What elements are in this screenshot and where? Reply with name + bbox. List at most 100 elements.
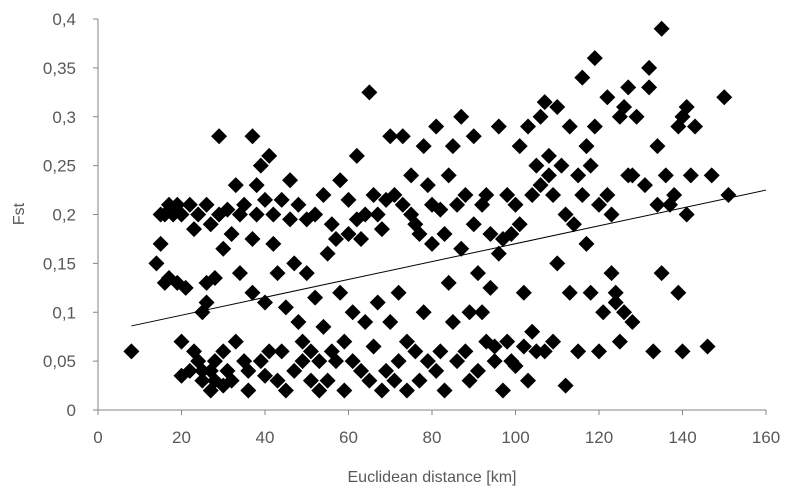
data-point	[520, 118, 537, 135]
x-tick-label: 100	[501, 428, 529, 447]
data-point	[365, 186, 382, 203]
data-point	[449, 353, 466, 370]
data-point	[440, 274, 457, 291]
data-point	[457, 186, 474, 203]
data-point	[720, 186, 737, 203]
data-point	[123, 343, 140, 360]
data-point	[277, 299, 294, 316]
data-point	[440, 167, 457, 184]
data-point	[327, 353, 344, 370]
data-point	[528, 157, 545, 174]
data-point	[524, 323, 541, 340]
data-point	[465, 128, 482, 145]
data-point	[282, 211, 299, 228]
data-point	[378, 362, 395, 379]
data-point	[398, 382, 415, 399]
data-point	[198, 294, 215, 311]
data-point	[298, 265, 315, 282]
data-point	[490, 118, 507, 135]
data-point	[315, 186, 332, 203]
data-point	[670, 284, 687, 301]
data-point	[269, 265, 286, 282]
data-point	[202, 216, 219, 233]
data-point	[453, 108, 470, 125]
data-point	[599, 89, 616, 106]
data-point	[582, 284, 599, 301]
x-tick-label: 40	[256, 428, 275, 447]
data-point	[332, 284, 349, 301]
data-point	[524, 186, 541, 203]
data-point	[411, 226, 428, 243]
data-point	[482, 279, 499, 296]
data-point	[428, 362, 445, 379]
data-point	[607, 294, 624, 311]
y-tick-label: 0	[67, 401, 76, 420]
data-point	[244, 284, 261, 301]
data-point	[398, 333, 415, 350]
data-point	[574, 186, 591, 203]
data-point	[223, 226, 240, 243]
data-point	[340, 226, 357, 243]
data-point	[277, 382, 294, 399]
data-point	[549, 98, 566, 115]
data-point	[323, 216, 340, 233]
y-tick-label: 0,3	[52, 108, 76, 127]
data-point	[503, 226, 520, 243]
data-point	[265, 206, 282, 223]
data-point	[411, 372, 428, 389]
data-point	[386, 372, 403, 389]
y-tick-label: 0,15	[43, 254, 76, 273]
data-point	[294, 333, 311, 350]
data-point	[173, 333, 190, 350]
data-point	[591, 196, 607, 213]
data-point	[273, 191, 290, 208]
data-point	[282, 172, 299, 189]
data-point	[532, 177, 549, 194]
data-point	[257, 367, 273, 384]
data-point	[678, 98, 695, 115]
data-point	[186, 221, 203, 238]
data-point	[586, 118, 603, 135]
data-point	[599, 186, 616, 203]
data-point	[687, 118, 704, 135]
data-point	[319, 245, 336, 262]
data-point	[194, 362, 211, 379]
data-point	[315, 318, 332, 335]
data-point	[628, 108, 645, 125]
data-point	[595, 304, 612, 321]
y-tick-label: 0,2	[52, 206, 76, 225]
data-point	[645, 343, 662, 360]
data-point	[257, 191, 273, 208]
data-point	[444, 314, 461, 331]
data-point	[269, 372, 286, 389]
data-point	[344, 353, 361, 370]
data-point	[699, 338, 716, 355]
data-point	[261, 343, 278, 360]
data-point	[286, 362, 303, 379]
data-point	[286, 255, 303, 272]
data-point	[653, 265, 670, 282]
data-point	[565, 216, 582, 233]
data-point	[666, 186, 683, 203]
data-point	[307, 289, 324, 306]
data-point	[265, 235, 282, 252]
data-point	[444, 138, 461, 155]
data-point	[290, 196, 307, 213]
data-point	[273, 343, 290, 360]
y-tick-label: 0,35	[43, 59, 76, 78]
data-point	[540, 147, 557, 164]
data-point	[511, 216, 528, 233]
data-point	[231, 265, 248, 282]
data-point	[624, 167, 641, 184]
data-point	[390, 284, 407, 301]
data-point	[382, 314, 399, 331]
data-point	[353, 362, 370, 379]
data-point	[403, 167, 420, 184]
data-point	[211, 128, 228, 145]
data-point	[703, 167, 720, 184]
y-axis-title: Fst	[11, 202, 28, 225]
data-point	[407, 343, 424, 360]
data-point	[415, 304, 432, 321]
data-point	[311, 382, 328, 399]
data-point	[206, 270, 223, 287]
